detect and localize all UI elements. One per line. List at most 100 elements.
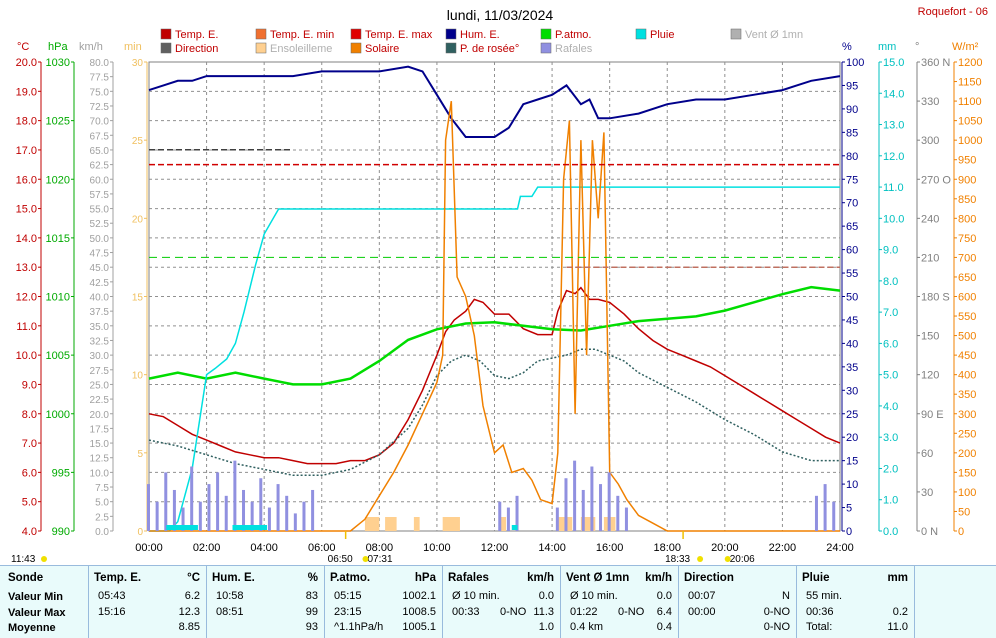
- gust-bar: [581, 489, 585, 531]
- stats-max-time: 00:33: [452, 606, 480, 618]
- temp-tick-label: 19.0: [16, 86, 37, 98]
- legend-item: Rafales: [555, 43, 593, 55]
- stats-min-time: 05:15: [334, 590, 362, 602]
- temp-tick-label: 8.0: [22, 409, 37, 421]
- stats-min-value: N: [782, 590, 790, 602]
- stats-column: Vent Ø 1mn km/h Ø 10 min. 0.0 01:22 0-NO 6.4 0.…: [560, 566, 679, 638]
- dir-tick-label: 30: [921, 487, 933, 499]
- hum-tick-label: 50: [846, 292, 858, 304]
- temp-tick-label: 11.0: [16, 321, 37, 333]
- hum-e--line: [148, 65, 841, 138]
- gust-bar: [164, 472, 168, 531]
- temp-e--line: [148, 286, 841, 465]
- solar-tick-label: 800: [958, 213, 976, 225]
- sunshine-bar: [385, 517, 397, 531]
- stats-column: Temp. E. °C 05:43 6.2 15:16 12.3 8.85: [88, 566, 207, 638]
- stats-column-unit: km/h: [645, 572, 672, 584]
- stats-column-unit: km/h: [527, 572, 554, 584]
- rain-tick-label: 5.0: [883, 370, 898, 382]
- rain-tick-label: 1.0: [883, 495, 898, 507]
- gust-bar: [624, 507, 628, 531]
- minutes-unit-label: min: [124, 41, 142, 53]
- wind-tick-label: 55.0: [90, 205, 110, 216]
- stats-min-time: Ø 10 min.: [452, 590, 500, 602]
- series: [147, 65, 841, 532]
- legend-item: Temp. E.: [175, 29, 218, 41]
- dir-tick-label: 300: [921, 135, 939, 147]
- dir-tick-label: 150: [921, 331, 939, 343]
- gust-bar: [147, 484, 150, 531]
- temp-tick-label: 5.0: [22, 497, 37, 509]
- rain-tick-label: 8.0: [883, 276, 898, 288]
- temp-tick-label: 18.0: [16, 116, 37, 128]
- stats-mean-label: Moyenne: [8, 622, 56, 634]
- wind-tick-label: 10.0: [90, 468, 110, 479]
- rain-tick-label: 6.0: [883, 338, 898, 350]
- legend-swatch: [350, 28, 362, 40]
- press-tick-label: 995: [52, 467, 70, 479]
- wind-tick-label: 52.5: [90, 219, 110, 230]
- stats-mean-value: 11.0: [887, 621, 908, 633]
- x-tick-label: 18:00: [653, 542, 681, 554]
- stats-column: Rafales km/h Ø 10 min. 0.0 00:33 0-NO 11.3 1.0: [442, 566, 561, 638]
- stats-panel: Sonde Valeur Min Valeur Max Moyenne Temp…: [0, 565, 996, 638]
- gust-bar: [302, 501, 306, 531]
- gust-bar: [506, 507, 510, 531]
- x-tick-label: 16:00: [596, 542, 624, 554]
- press-tick-label: 990: [52, 526, 70, 538]
- stats-max-direction: 0-NO: [500, 606, 527, 618]
- gust-bar: [267, 507, 271, 531]
- sunrise-label: 06:50: [328, 554, 353, 565]
- legend-swatch: [540, 42, 552, 54]
- stats-max-value: 0.2: [892, 606, 908, 618]
- temp-tick-label: 20.0: [16, 57, 37, 69]
- press-tick-label: 1020: [46, 174, 70, 186]
- solar-tick-label: 650: [958, 272, 976, 284]
- hum-tick-label: 15: [846, 456, 858, 468]
- wind-tick-label: 25.0: [90, 380, 110, 391]
- sunrise-label: 07:31: [368, 554, 393, 565]
- solaire-line: [149, 100, 840, 532]
- hum-tick-label: 70: [846, 198, 858, 210]
- stats-column: P.atmo. hPa 05:15 1002.1 23:15 1008.5 ^1.1hPa/…: [324, 566, 443, 638]
- stats-column-head: Temp. E.: [94, 572, 142, 584]
- wind-tick-label: 77.5: [90, 73, 110, 84]
- wind-tick-label: 42.5: [90, 278, 110, 289]
- p-atmo--line: [148, 285, 841, 386]
- wind-tick-label: 62.5: [90, 161, 110, 172]
- legend-swatch: [160, 42, 172, 54]
- stats-column-head: Hum. E.: [212, 572, 255, 584]
- p-de-ros-e--line: [148, 348, 840, 477]
- temp-tick-label: 6.0: [22, 467, 37, 479]
- rain-rate-bar: [232, 525, 268, 530]
- axes: 20.0 19.0 18.0 17.0 16.0 15.0 14.0 13.0 12.0 11.0…: [16, 57, 983, 538]
- hum-tick-label: 25: [846, 409, 858, 421]
- hum-tick-label: 85: [846, 127, 858, 139]
- temp-tick-label: 4.0: [22, 526, 37, 538]
- gust-bar: [573, 460, 577, 531]
- wind-tick-label: 45.0: [90, 263, 110, 274]
- wind-tick-label: 22.5: [90, 395, 110, 406]
- stats-column-unit: hPa: [414, 572, 436, 584]
- minutes-tick-label: 10: [132, 371, 144, 382]
- gust-bar: [564, 478, 568, 531]
- sunset-label: 20:06: [730, 554, 755, 565]
- sun-marker-icon: [724, 556, 731, 562]
- dir-unit-label: °: [915, 41, 919, 53]
- sunshine-bar: [500, 517, 507, 531]
- press-tick-label: 1015: [46, 233, 70, 245]
- gust-bar: [155, 501, 159, 531]
- gust-bar: [242, 489, 246, 531]
- x-tick-label: 00:00: [135, 542, 163, 554]
- legend-item: P.atmo.: [555, 29, 592, 41]
- gust-bar: [555, 507, 559, 531]
- hum-tick-label: 40: [846, 338, 858, 350]
- gust-bar: [250, 501, 254, 531]
- hum-tick-label: 0: [846, 526, 852, 538]
- solar-tick-label: 1100: [958, 96, 982, 108]
- legend-item: Direction: [175, 43, 218, 55]
- station-name: Roquefort - 06: [918, 6, 988, 18]
- x-tick-label: 08:00: [366, 542, 394, 554]
- sunshine-bar: [442, 517, 460, 531]
- legend-swatch: [350, 42, 362, 54]
